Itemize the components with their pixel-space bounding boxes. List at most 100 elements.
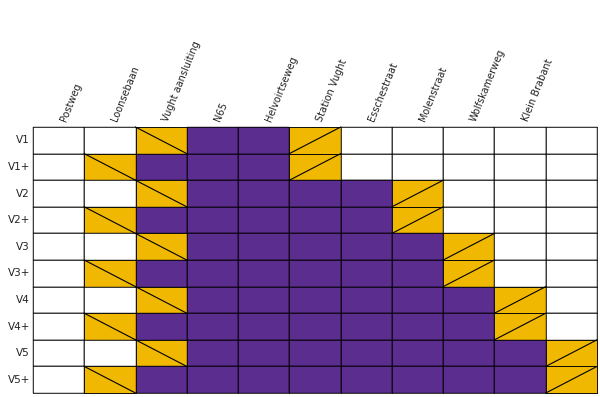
Text: Molenstraat: Molenstraat: [418, 66, 449, 123]
Bar: [33, 313, 84, 340]
Bar: [289, 180, 341, 207]
Bar: [494, 366, 546, 393]
Bar: [289, 233, 341, 260]
Bar: [187, 207, 238, 233]
Bar: [546, 207, 597, 233]
Bar: [341, 287, 392, 313]
Bar: [443, 260, 494, 287]
Bar: [187, 154, 238, 180]
Bar: [136, 154, 187, 180]
Text: Wolfskamerweg: Wolfskamerweg: [469, 48, 507, 123]
Bar: [136, 340, 187, 366]
Bar: [494, 154, 546, 180]
Bar: [33, 340, 84, 366]
Text: V3+: V3+: [8, 268, 30, 278]
Bar: [443, 233, 494, 260]
Bar: [84, 154, 136, 180]
Bar: [443, 180, 494, 207]
Text: V5: V5: [16, 348, 30, 358]
Bar: [84, 340, 136, 366]
Bar: [187, 180, 238, 207]
Bar: [33, 260, 84, 287]
Bar: [238, 340, 289, 366]
Bar: [136, 287, 187, 313]
Bar: [546, 127, 597, 154]
Bar: [392, 260, 443, 287]
Bar: [84, 287, 136, 313]
Bar: [341, 154, 392, 180]
Bar: [238, 287, 289, 313]
Bar: [238, 180, 289, 207]
Bar: [136, 127, 187, 154]
Bar: [136, 233, 187, 260]
Bar: [289, 313, 341, 340]
Text: V2+: V2+: [8, 215, 30, 225]
Bar: [238, 260, 289, 287]
Text: V4: V4: [16, 295, 30, 305]
Bar: [84, 260, 136, 287]
Bar: [238, 233, 289, 260]
Bar: [187, 127, 238, 154]
Bar: [443, 154, 494, 180]
Bar: [289, 287, 341, 313]
Bar: [392, 340, 443, 366]
Bar: [392, 154, 443, 180]
Bar: [187, 366, 238, 393]
Bar: [238, 366, 289, 393]
Bar: [494, 233, 546, 260]
Bar: [494, 340, 546, 366]
Bar: [33, 287, 84, 313]
Bar: [392, 207, 443, 233]
Bar: [341, 366, 392, 393]
Bar: [187, 233, 238, 260]
Bar: [33, 180, 84, 207]
Bar: [238, 207, 289, 233]
Bar: [392, 313, 443, 340]
Bar: [443, 313, 494, 340]
Bar: [238, 127, 289, 154]
Bar: [494, 287, 546, 313]
Bar: [136, 180, 187, 207]
Bar: [289, 154, 341, 180]
Bar: [546, 366, 597, 393]
Text: V4+: V4+: [8, 322, 30, 331]
Bar: [84, 313, 136, 340]
Bar: [289, 127, 341, 154]
Bar: [443, 287, 494, 313]
Bar: [84, 207, 136, 233]
Bar: [546, 287, 597, 313]
Bar: [187, 260, 238, 287]
Text: Postweg: Postweg: [59, 82, 83, 123]
Bar: [238, 154, 289, 180]
Bar: [289, 207, 341, 233]
Bar: [546, 233, 597, 260]
Bar: [341, 127, 392, 154]
Bar: [84, 366, 136, 393]
Bar: [546, 313, 597, 340]
Text: Loonsebaan: Loonsebaan: [110, 65, 141, 123]
Bar: [494, 313, 546, 340]
Bar: [443, 207, 494, 233]
Bar: [494, 127, 546, 154]
Bar: [84, 180, 136, 207]
Bar: [136, 207, 187, 233]
Bar: [341, 180, 392, 207]
Bar: [289, 260, 341, 287]
Bar: [341, 260, 392, 287]
Bar: [33, 366, 84, 393]
Bar: [84, 127, 136, 154]
Bar: [33, 233, 84, 260]
Bar: [289, 340, 341, 366]
Bar: [341, 233, 392, 260]
Bar: [392, 127, 443, 154]
Bar: [33, 207, 84, 233]
Bar: [494, 260, 546, 287]
Bar: [494, 180, 546, 207]
Text: Helvoirtseweg: Helvoirtseweg: [264, 55, 299, 123]
Bar: [443, 127, 494, 154]
Bar: [443, 366, 494, 393]
Bar: [443, 340, 494, 366]
Bar: [392, 287, 443, 313]
Bar: [84, 233, 136, 260]
Bar: [238, 313, 289, 340]
